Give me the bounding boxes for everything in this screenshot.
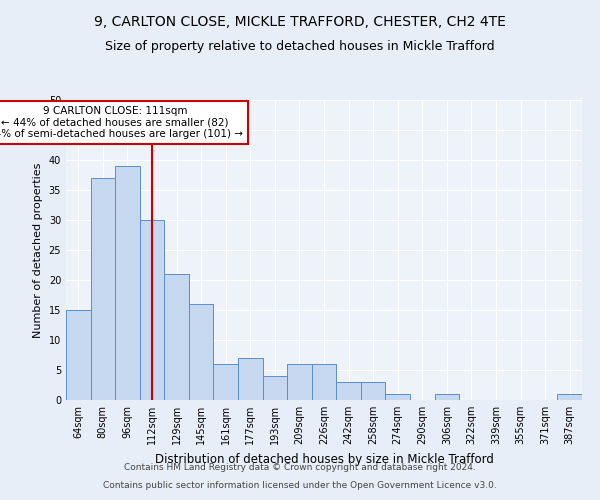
Text: 9, CARLTON CLOSE, MICKLE TRAFFORD, CHESTER, CH2 4TE: 9, CARLTON CLOSE, MICKLE TRAFFORD, CHEST… bbox=[94, 15, 506, 29]
Bar bbox=[263, 376, 287, 400]
Bar bbox=[238, 358, 263, 400]
Bar bbox=[140, 220, 164, 400]
Bar bbox=[66, 310, 91, 400]
Text: Contains HM Land Registry data © Crown copyright and database right 2024.: Contains HM Land Registry data © Crown c… bbox=[124, 464, 476, 472]
Y-axis label: Number of detached properties: Number of detached properties bbox=[33, 162, 43, 338]
Bar bbox=[164, 274, 189, 400]
Bar bbox=[214, 364, 238, 400]
Bar bbox=[115, 166, 140, 400]
Text: Size of property relative to detached houses in Mickle Trafford: Size of property relative to detached ho… bbox=[105, 40, 495, 53]
Bar bbox=[91, 178, 115, 400]
Text: 9 CARLTON CLOSE: 111sqm
← 44% of detached houses are smaller (82)
54% of semi-de: 9 CARLTON CLOSE: 111sqm ← 44% of detache… bbox=[0, 106, 242, 139]
X-axis label: Distribution of detached houses by size in Mickle Trafford: Distribution of detached houses by size … bbox=[155, 452, 493, 466]
Bar bbox=[557, 394, 582, 400]
Bar bbox=[434, 394, 459, 400]
Bar bbox=[189, 304, 214, 400]
Bar bbox=[361, 382, 385, 400]
Text: Contains public sector information licensed under the Open Government Licence v3: Contains public sector information licen… bbox=[103, 481, 497, 490]
Bar bbox=[312, 364, 336, 400]
Bar bbox=[336, 382, 361, 400]
Bar bbox=[385, 394, 410, 400]
Bar bbox=[287, 364, 312, 400]
